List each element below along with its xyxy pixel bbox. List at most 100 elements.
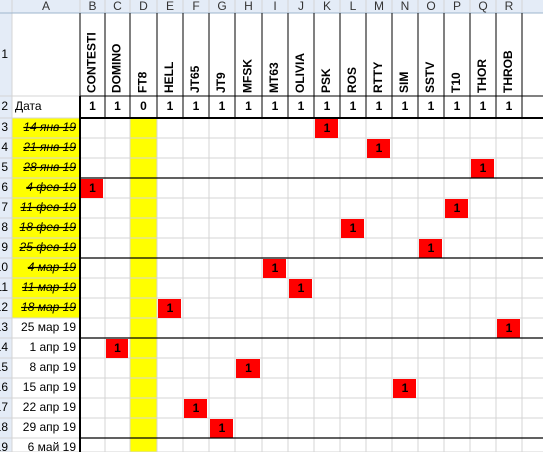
mark-cell <box>393 379 416 398</box>
column-header: OLIVIA <box>293 53 307 93</box>
mark-value: 1 <box>167 301 174 315</box>
row-header-bar <box>0 0 12 452</box>
column-letter: Q <box>478 0 487 13</box>
date-highlight <box>12 158 80 178</box>
mark-cell <box>210 419 233 438</box>
mark-value: 1 <box>114 341 121 355</box>
count-value: 1 <box>480 99 487 113</box>
row-number: 17 <box>0 400 8 414</box>
date-highlight <box>12 298 80 318</box>
row-number: 14 <box>0 340 8 354</box>
column-header: RTTY <box>371 62 385 93</box>
date-cell: 22 апр 19 <box>23 400 77 414</box>
date-highlight <box>12 198 80 218</box>
column-header: PSK <box>319 68 333 93</box>
date-highlight <box>12 218 80 238</box>
row-number: 11 <box>0 280 8 294</box>
column-letter: N <box>401 0 410 13</box>
column-letter: A <box>42 0 50 13</box>
row-number: 8 <box>1 220 8 234</box>
count-value: 1 <box>219 99 226 113</box>
mark-value: 1 <box>506 321 513 335</box>
row-number: 4 <box>1 140 8 154</box>
date-highlight <box>12 278 80 298</box>
count-value: 1 <box>350 99 357 113</box>
mark-value: 1 <box>480 161 487 175</box>
count-value: 1 <box>114 99 121 113</box>
mark-value: 1 <box>402 381 409 395</box>
column-header: JT9 <box>214 72 228 93</box>
date-cell: 28 янв 19 <box>22 160 76 174</box>
column-letter: K <box>323 0 331 13</box>
row-number: 1 <box>1 47 8 61</box>
date-cell: 18 мар 19 <box>21 300 76 314</box>
mark-cell <box>497 319 520 338</box>
column-letter: C <box>113 0 122 13</box>
mark-cell <box>419 239 442 258</box>
date-cell: 4 фев 19 <box>26 180 76 194</box>
count-value: 1 <box>167 99 174 113</box>
column-letter: P <box>453 0 461 13</box>
mark-cell <box>106 339 128 358</box>
mark-value: 1 <box>245 361 252 375</box>
date-cell: 11 фев 19 <box>20 200 76 214</box>
count-value: 1 <box>193 99 200 113</box>
row-number: 7 <box>1 200 8 214</box>
mark-value: 1 <box>272 261 279 275</box>
column-header: DOMINO <box>110 44 124 93</box>
row-number: 15 <box>0 360 8 374</box>
date-cell: 29 апр 19 <box>23 420 77 434</box>
mark-cell <box>263 259 286 278</box>
column-header: MT63 <box>267 62 281 93</box>
row-number: 13 <box>0 320 8 334</box>
column-header: FT8 <box>136 71 150 93</box>
column-letter: B <box>88 0 96 13</box>
row-number: 19 <box>0 440 8 452</box>
mark-cell <box>289 279 312 298</box>
mark-value: 1 <box>324 121 331 135</box>
column-header-bar <box>0 0 543 13</box>
mark-cell <box>315 119 338 138</box>
date-highlight <box>12 178 80 198</box>
column-letter: O <box>426 0 435 13</box>
date-cell: 6 май 19 <box>28 440 77 452</box>
column-letter: E <box>166 0 174 13</box>
mark-value: 1 <box>89 181 96 195</box>
column-letter: M <box>374 0 384 13</box>
count-value: 1 <box>428 99 435 113</box>
count-value: 1 <box>376 99 383 113</box>
row-number: 5 <box>1 160 8 174</box>
date-cell: 15 апр 19 <box>23 380 77 394</box>
count-value: 1 <box>272 99 279 113</box>
column-letter: I <box>273 0 276 13</box>
count-value: 1 <box>324 99 331 113</box>
column-header: HELL <box>162 62 176 93</box>
date-cell: 14 янв 19 <box>23 120 76 134</box>
row-number: 3 <box>1 120 8 134</box>
mark-value: 1 <box>298 281 305 295</box>
count-value: 1 <box>89 99 96 113</box>
column-header: SSTV <box>423 62 437 93</box>
date-cell: 8 апр 19 <box>29 360 76 374</box>
column-header: MFSK <box>241 59 255 93</box>
column-letter: D <box>139 0 148 13</box>
count-label: Дата <box>15 99 42 113</box>
date-highlight <box>12 238 80 258</box>
column-header: CONTESTI <box>85 32 99 93</box>
mark-value: 1 <box>193 401 200 415</box>
date-cell: 4 мар 19 <box>28 260 77 274</box>
mark-cell <box>341 219 364 238</box>
column-header: ROS <box>345 67 359 93</box>
date-cell: 1 апр 19 <box>29 340 76 354</box>
mark-cell <box>81 179 103 198</box>
column-header: SIM <box>397 72 411 93</box>
mark-value: 1 <box>219 421 226 435</box>
date-highlight <box>12 118 80 138</box>
column-header: THOR <box>475 59 489 93</box>
column-letter: J <box>298 0 304 13</box>
mark-cell <box>367 139 390 158</box>
row-number: 18 <box>0 420 8 434</box>
mark-value: 1 <box>376 141 383 155</box>
mark-cell <box>445 199 468 218</box>
highlight-column <box>130 118 157 452</box>
